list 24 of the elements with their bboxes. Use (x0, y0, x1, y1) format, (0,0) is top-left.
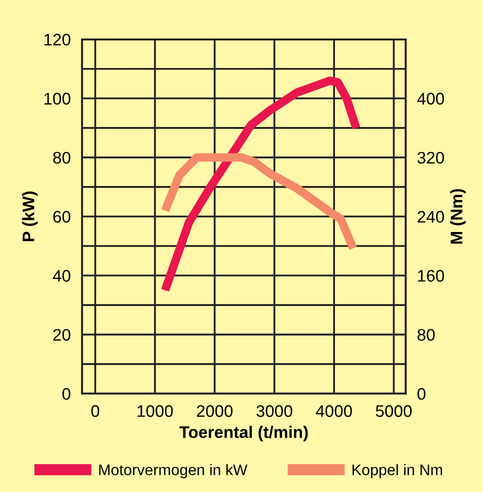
x-tick-label: 3000 (256, 405, 292, 417)
y-axis-title: P (kW) (22, 192, 38, 242)
y-tick-label: 60 (53, 210, 70, 223)
y-tick-label: 100 (44, 92, 70, 105)
y2-tick-label: 0 (417, 388, 426, 400)
x-tick-label: 0 (91, 405, 100, 417)
y-tick-label: 80 (53, 152, 70, 164)
y2-tick-label: 80 (418, 328, 435, 341)
x-tick-label: 5000 (376, 405, 412, 417)
y-tick-label: 120 (44, 34, 70, 46)
y2-tick-label: 400 (417, 92, 444, 105)
y2-axis-title: M (Nm) (450, 189, 466, 244)
x-axis-title: Toerental (t/min) (179, 426, 308, 442)
y2-tick-label: 240 (418, 210, 444, 223)
y-tick-label: 40 (52, 270, 70, 282)
x-tick-label: 4000 (316, 405, 352, 417)
y2-tick-label: 160 (418, 270, 444, 282)
y2-tick-label: 320 (417, 152, 444, 164)
legend-label: Motorvermogen in kW (99, 464, 248, 478)
y-tick-label: 20 (53, 328, 70, 341)
x-tick-label: 2000 (196, 405, 233, 417)
legend-label: Koppel in Nm (352, 464, 442, 478)
x-tick-label: 1000 (138, 405, 173, 417)
y-tick-label: 0 (62, 388, 70, 400)
